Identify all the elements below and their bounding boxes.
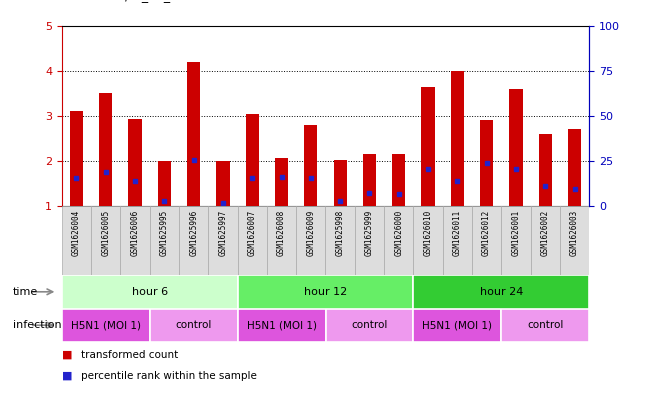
- Text: GSM1625998: GSM1625998: [336, 210, 344, 256]
- Bar: [538, 134, 552, 206]
- Bar: [70, 111, 83, 206]
- Text: GSM1626011: GSM1626011: [453, 210, 462, 256]
- Text: GDS6010 / A_23_P692: GDS6010 / A_23_P692: [62, 0, 201, 2]
- Text: percentile rank within the sample: percentile rank within the sample: [81, 371, 257, 381]
- Text: GSM1625999: GSM1625999: [365, 210, 374, 256]
- Bar: [179, 206, 208, 275]
- Text: infection: infection: [13, 320, 62, 330]
- Text: ■: ■: [62, 350, 72, 360]
- Bar: [509, 89, 523, 206]
- Bar: [384, 206, 413, 275]
- Bar: [296, 206, 326, 275]
- Bar: [150, 309, 238, 342]
- Text: control: control: [352, 320, 387, 330]
- Text: GSM1626012: GSM1626012: [482, 210, 491, 256]
- Bar: [62, 206, 91, 275]
- Text: GSM1626010: GSM1626010: [424, 210, 432, 256]
- Bar: [568, 129, 581, 206]
- Bar: [267, 206, 296, 275]
- Bar: [62, 275, 238, 309]
- Text: ■: ■: [62, 371, 72, 381]
- Bar: [560, 206, 589, 275]
- Text: GSM1625996: GSM1625996: [189, 210, 198, 256]
- Bar: [326, 309, 413, 342]
- Bar: [443, 206, 472, 275]
- Bar: [413, 275, 589, 309]
- Bar: [216, 161, 230, 206]
- Text: GSM1626007: GSM1626007: [248, 210, 256, 256]
- Text: GSM1626006: GSM1626006: [131, 210, 139, 256]
- Text: GSM1626008: GSM1626008: [277, 210, 286, 256]
- Bar: [158, 161, 171, 206]
- Bar: [238, 275, 413, 309]
- Text: GSM1626004: GSM1626004: [72, 210, 81, 256]
- Text: GSM1626000: GSM1626000: [395, 210, 403, 256]
- Bar: [238, 206, 267, 275]
- Text: transformed count: transformed count: [81, 350, 178, 360]
- Bar: [275, 158, 288, 206]
- Bar: [150, 206, 179, 275]
- Bar: [238, 309, 326, 342]
- Bar: [120, 206, 150, 275]
- Bar: [450, 71, 464, 206]
- Text: control: control: [527, 320, 563, 330]
- Text: H5N1 (MOI 1): H5N1 (MOI 1): [247, 320, 316, 330]
- Bar: [413, 206, 443, 275]
- Text: H5N1 (MOI 1): H5N1 (MOI 1): [422, 320, 492, 330]
- Text: control: control: [176, 320, 212, 330]
- Text: GSM1625995: GSM1625995: [160, 210, 169, 256]
- Bar: [128, 119, 142, 206]
- Bar: [363, 154, 376, 206]
- Bar: [355, 206, 384, 275]
- Bar: [472, 206, 501, 275]
- Bar: [304, 125, 318, 206]
- Bar: [501, 206, 531, 275]
- Bar: [480, 120, 493, 206]
- Bar: [531, 206, 560, 275]
- Bar: [392, 154, 406, 206]
- Bar: [501, 309, 589, 342]
- Text: H5N1 (MOI 1): H5N1 (MOI 1): [71, 320, 141, 330]
- Bar: [91, 206, 120, 275]
- Text: GSM1626005: GSM1626005: [102, 210, 110, 256]
- Text: GSM1626003: GSM1626003: [570, 210, 579, 256]
- Text: time: time: [13, 287, 38, 297]
- Bar: [208, 206, 238, 275]
- Bar: [245, 114, 259, 206]
- Bar: [333, 160, 347, 206]
- Text: GSM1626002: GSM1626002: [541, 210, 549, 256]
- Bar: [421, 86, 435, 206]
- Text: GSM1625997: GSM1625997: [219, 210, 227, 256]
- Text: hour 24: hour 24: [480, 287, 523, 297]
- Text: GSM1626009: GSM1626009: [307, 210, 315, 256]
- Text: hour 6: hour 6: [132, 287, 168, 297]
- Bar: [62, 309, 150, 342]
- Text: hour 12: hour 12: [304, 287, 347, 297]
- Bar: [413, 309, 501, 342]
- Text: GSM1626001: GSM1626001: [512, 210, 520, 256]
- Bar: [187, 62, 201, 206]
- Bar: [326, 206, 355, 275]
- Bar: [99, 93, 113, 206]
